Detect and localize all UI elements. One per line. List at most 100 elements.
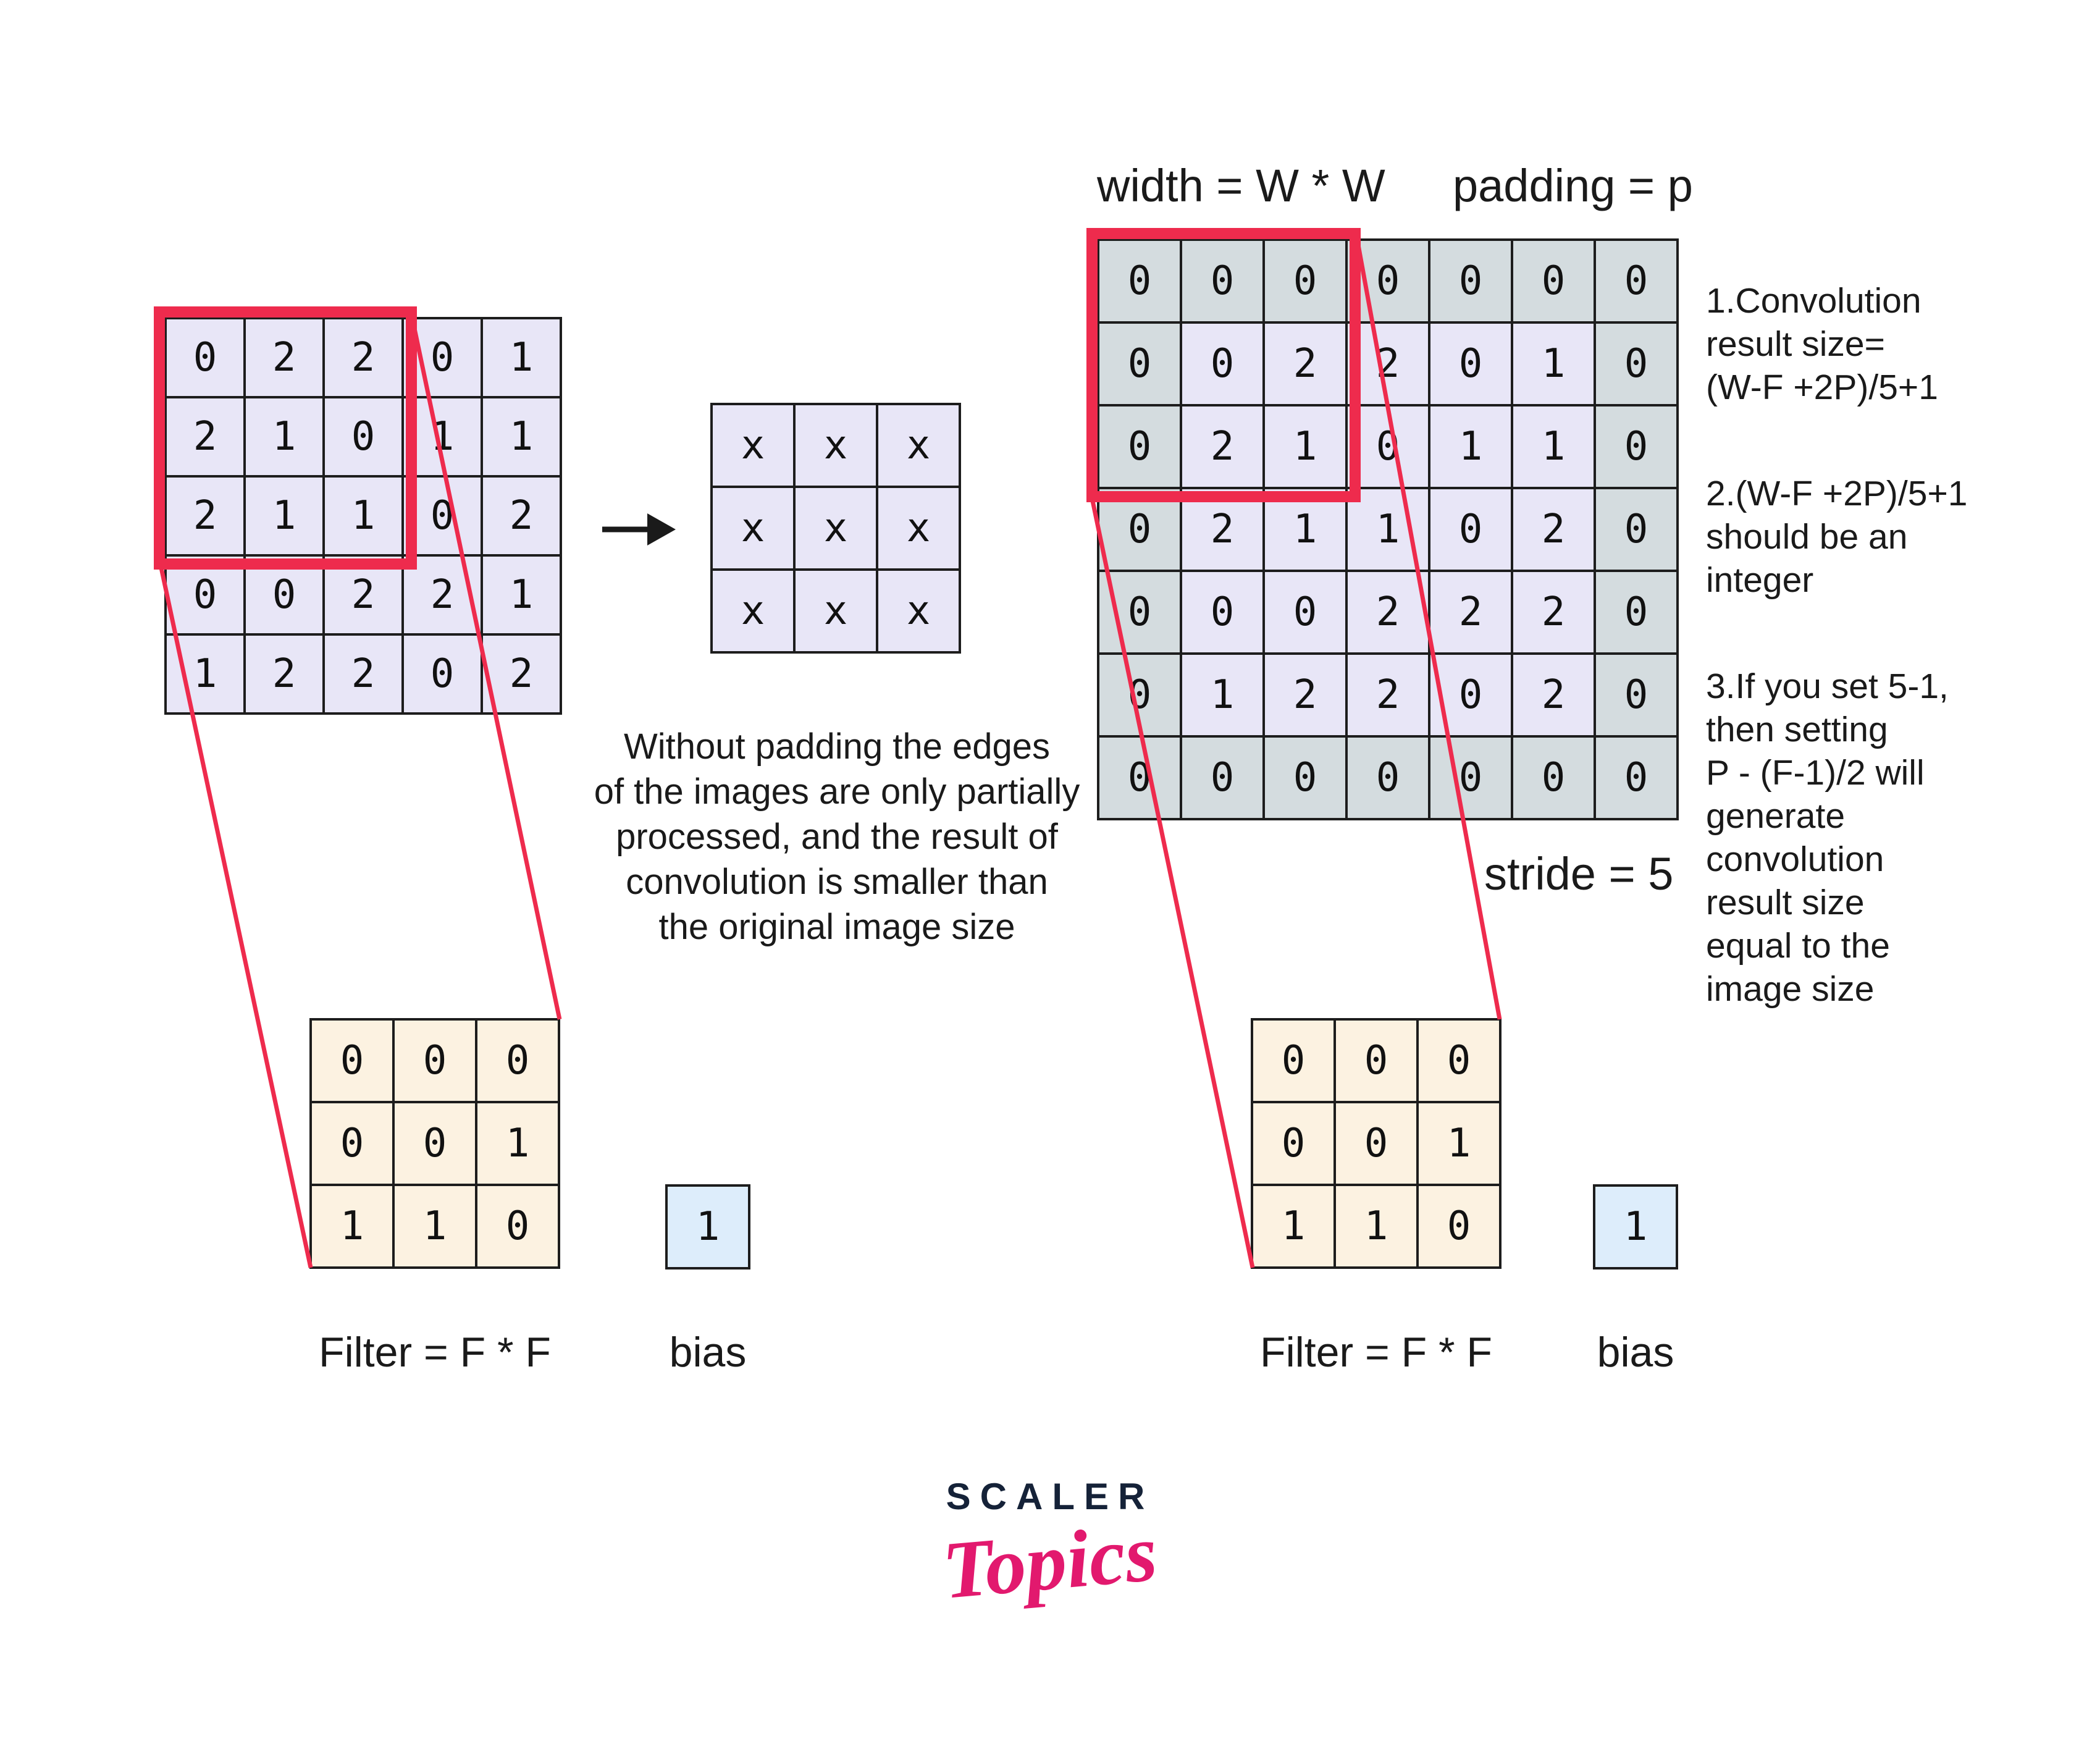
matrix-cell: 0 [477,1021,558,1101]
matrix-cell: 1 [483,319,560,396]
stride-label: stride = 5 [1484,848,1674,899]
matrix-cell: 0 [1596,738,1676,818]
matrix-cell: 0 [1596,324,1676,404]
matrix-cell: 1 [1430,406,1511,487]
notes-list: 1.Convolution result size= (W-F +2P)/5+1… [1706,236,2002,1074]
matrix-cell: 1 [325,478,401,554]
matrix-cell: 0 [1265,241,1345,321]
matrix-cell: 0 [1430,489,1511,570]
matrix-cell: 2 [1513,655,1594,735]
bias-label-left: bias [669,1329,747,1376]
matrix-cell: 2 [483,636,560,712]
matrix-cell: 0 [1099,572,1180,652]
matrix-cell: 0 [1253,1103,1334,1184]
matrix-cell: 1 [1419,1103,1499,1184]
matrix-cell: 2 [1265,324,1345,404]
matrix-cell: 0 [1513,241,1594,321]
matrix-cell: 0 [325,398,401,475]
matrix-cell: 1 [312,1186,392,1266]
filter-label-left: Filter = F * F [319,1329,551,1376]
matrix-cell: 0 [1596,655,1676,735]
note-item: 2.(W-F +2P)/5+1 should be an integer [1706,474,1968,600]
matrix-cell: 0 [395,1021,475,1101]
matrix-cell: 0 [1182,324,1262,404]
matrix-cell: 1 [1513,406,1594,487]
matrix-cell: 2 [1430,572,1511,652]
matrix-cell: 1 [395,1186,475,1266]
matrix-cell: 1 [1265,406,1345,487]
matrix-cell: 1 [477,1103,558,1184]
matrix-cell: 0 [1182,572,1262,652]
matrix-cell: 0 [1099,655,1180,735]
matrix-cell: 0 [1430,738,1511,818]
conv-window-right [1086,228,1361,502]
matrix-cell: 1 [167,636,243,712]
matrix-cell: x [796,488,876,568]
matrix-cell: 0 [1099,406,1180,487]
matrix-cell: x [713,571,793,651]
bias-label-right: bias [1597,1329,1674,1376]
matrix-cell: 2 [1348,655,1428,735]
matrix-cell: 2 [1513,572,1594,652]
scaler-topics-logo: SCALER Topics [920,1475,1180,1616]
no-padding-caption: Without padding the edges of the images … [594,726,1080,947]
matrix-cell: 0 [1430,655,1511,735]
matrix-cell: 2 [325,636,401,712]
matrix-cell: 0 [404,636,481,712]
matrix-cell: x [878,405,959,486]
width-label: width = W * W [1097,160,1385,211]
matrix-cell: 2 [246,319,322,396]
matrix-cell: 0 [1513,738,1594,818]
matrix-cell: 0 [1182,241,1262,321]
matrix-cell: x [878,571,959,651]
matrix-cell: 0 [1419,1021,1499,1101]
matrix-cell: 0 [1430,324,1511,404]
matrix-cell: 0 [1336,1021,1416,1101]
matrix-cell: 2 [246,636,322,712]
matrix-cell: 2 [1182,406,1262,487]
matrix-cell: 1 [1182,655,1262,735]
matrix-cell: 1 [483,557,560,633]
matrix-cell: 0 [395,1103,475,1184]
matrix-cell: 0 [1099,324,1180,404]
matrix-cell: 2 [167,478,243,554]
matrix-cell: 0 [312,1021,392,1101]
matrix-cell: x [796,571,876,651]
matrix-cell: 0 [1596,241,1676,321]
matrix-cell: 1 [1253,1186,1334,1266]
matrix-cell: 0 [1596,489,1676,570]
logo-text-scaler: SCALER [946,1476,1154,1517]
matrix-cell: 1 [246,478,322,554]
matrix-cell: 0 [1265,738,1345,818]
note-item: 1.Convolution result size= (W-F +2P)/5+1 [1706,281,1938,407]
bias-box-right: 1 [1593,1184,1678,1270]
matrix-cell: 0 [477,1186,558,1266]
matrix-cell: 1 [1513,324,1594,404]
matrix-cell: x [713,405,793,486]
matrix-cell: 2 [1513,489,1594,570]
note-item: 3.If you set 5-1, then setting P - (F-1)… [1706,667,1949,1009]
matrix-cell: x [796,405,876,486]
matrix-cell: 0 [1596,406,1676,487]
arrow-icon [602,513,676,545]
matrix-cell: 2 [325,319,401,396]
matrix-cell: 0 [1430,241,1511,321]
matrix-cell: 0 [1182,738,1262,818]
matrix-cell: 2 [1348,572,1428,652]
matrix-cell: 1 [1336,1186,1416,1266]
bias-box-left: 1 [665,1184,750,1270]
matrix-cell: 0 [1348,738,1428,818]
matrix-cell: 1 [246,398,322,475]
matrix-cell: 0 [1336,1103,1416,1184]
matrix-cell: 0 [312,1103,392,1184]
matrix-cell: 0 [1099,241,1180,321]
matrix-cell: 2 [167,398,243,475]
matrix-cell: 1 [1265,489,1345,570]
padding-label: padding = p [1453,160,1693,211]
matrix-cell: 0 [1253,1021,1334,1101]
conv-window-left [154,306,417,570]
